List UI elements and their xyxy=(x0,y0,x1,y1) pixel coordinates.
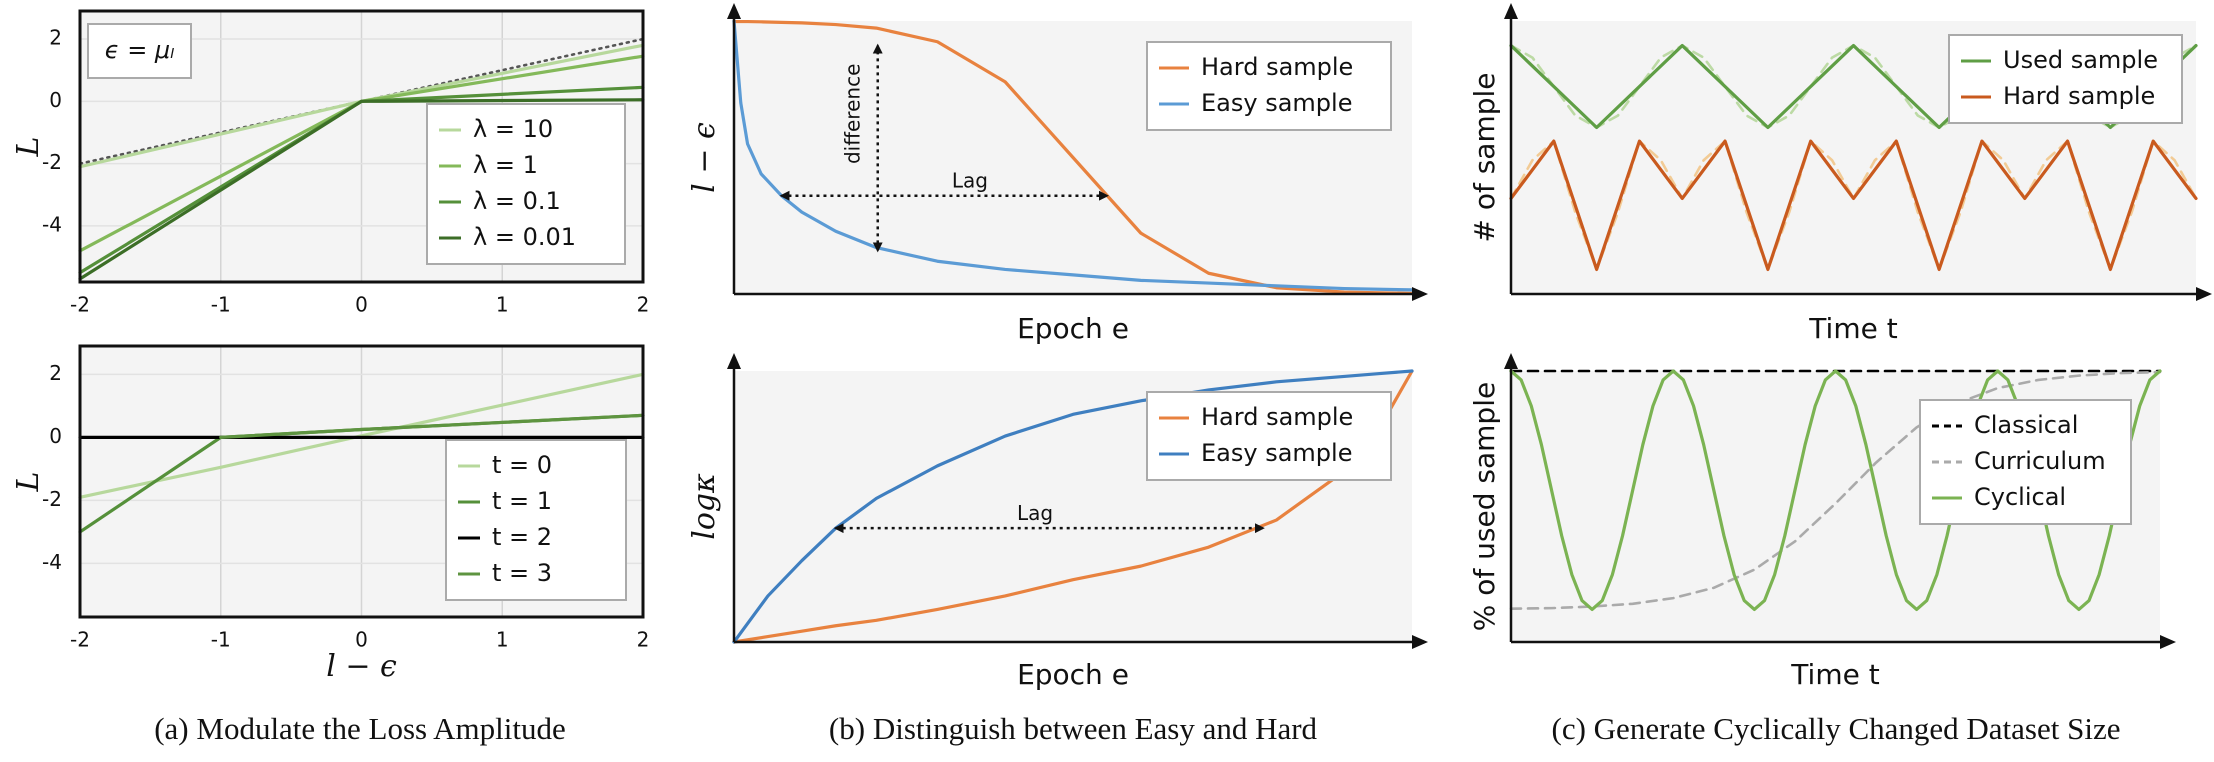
y-tick-label: 2 xyxy=(49,361,62,385)
x-tick-label: -1 xyxy=(211,293,231,317)
legend-box xyxy=(1146,41,1392,131)
x-axis-label: Time t xyxy=(1808,312,1897,345)
x-tick-label: 2 xyxy=(637,628,650,652)
y-tick-label: -2 xyxy=(42,487,62,511)
annotation: Lag xyxy=(952,169,988,193)
legend-label: Easy sample xyxy=(1201,89,1352,117)
y-tick-label: -4 xyxy=(42,550,62,574)
x-axis-label: Epoch e xyxy=(1017,312,1129,345)
y-axis-label: # of sample xyxy=(1468,72,1501,242)
plot-frame xyxy=(78,344,645,619)
legend-label: λ = 0.01 xyxy=(473,223,576,251)
y-tick-label: -2 xyxy=(42,150,62,174)
legend-label: t = 2 xyxy=(492,523,552,551)
x-tick-label: 1 xyxy=(496,293,509,317)
series-line xyxy=(219,413,645,439)
plot-frame xyxy=(78,9,645,284)
y-axis-label: L xyxy=(11,472,46,493)
legend-box xyxy=(1146,391,1392,481)
legend-label: t = 1 xyxy=(492,487,552,515)
legend-label: Easy sample xyxy=(1201,439,1352,467)
y-tick-label: 0 xyxy=(49,424,62,448)
annotation: difference xyxy=(841,64,865,164)
legend-label: Classical xyxy=(1974,411,2078,439)
legend-label: Hard sample xyxy=(1201,403,1353,431)
legend-box xyxy=(1919,399,2132,525)
legend-label: Cyclical xyxy=(1974,483,2066,511)
series-line xyxy=(78,372,645,499)
legend-label: Hard sample xyxy=(2003,82,2155,110)
x-tick-label: 0 xyxy=(355,293,368,317)
x-tick-label: 1 xyxy=(496,628,509,652)
series-line xyxy=(78,98,645,281)
x-tick-label: 2 xyxy=(637,293,650,317)
legend-label: t = 3 xyxy=(492,559,552,587)
series-line xyxy=(1509,369,2162,612)
series-line xyxy=(732,369,1414,644)
legend-label: λ = 0.1 xyxy=(473,187,561,215)
caption: (a) Modulate the Loss Amplitude xyxy=(154,711,566,746)
x-tick-label: 0 xyxy=(355,628,368,652)
x-axis-label: Epoch e xyxy=(1017,658,1129,691)
annotation: ϵ = μₗ xyxy=(105,36,174,64)
y-axis-label: l − ϵ xyxy=(687,122,722,193)
legend-label: Hard sample xyxy=(1201,53,1353,81)
x-axis-label: Time t xyxy=(1790,658,1879,691)
y-tick-label: -4 xyxy=(42,212,62,236)
x-tick-label: -2 xyxy=(70,628,90,652)
legend-label: λ = 10 xyxy=(473,115,553,143)
legend-label: Curriculum xyxy=(1974,447,2106,475)
y-axis-label: logκ xyxy=(687,473,722,540)
legend-box xyxy=(1948,34,2183,124)
series-line xyxy=(1509,370,2162,610)
legend-label: λ = 1 xyxy=(473,151,538,179)
legend-label: Used sample xyxy=(2003,46,2158,74)
caption: (b) Distinguish between Easy and Hard xyxy=(829,711,1318,746)
annotation: Lag xyxy=(1017,501,1053,525)
x-tick-label: -2 xyxy=(70,293,90,317)
x-tick-label: -1 xyxy=(211,628,231,652)
series-line xyxy=(1509,139,2198,272)
legend-label: t = 0 xyxy=(492,451,552,479)
series-line xyxy=(732,19,1414,296)
annotation-box xyxy=(87,23,192,79)
x-axis-label: l − ϵ xyxy=(326,649,397,684)
series-line xyxy=(732,19,1414,292)
y-axis-label: % of used sample xyxy=(1468,382,1501,631)
y-axis-label: L xyxy=(11,137,46,158)
caption: (c) Generate Cyclically Changed Dataset … xyxy=(1552,711,2121,746)
y-tick-label: 2 xyxy=(49,26,62,50)
y-tick-label: 0 xyxy=(49,88,62,112)
